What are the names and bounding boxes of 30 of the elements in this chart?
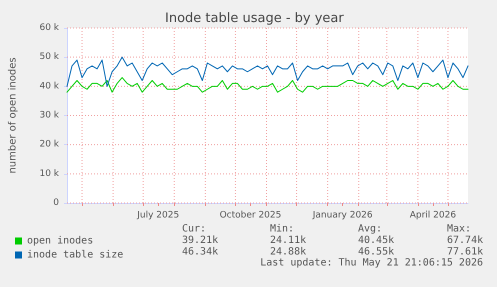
x-tick-label: April 2026 [410,210,456,220]
text: 39.21k [182,235,218,246]
y-tick-label: 0 [53,198,60,208]
text: 24.11k [270,235,306,246]
text: 67.74k [447,235,484,246]
text: Min: [270,224,294,234]
text: Last update: Thu May 21 21:06:15 2026 [260,258,484,268]
y-tick-label: 30 k [39,110,60,120]
legend-label: open inodes [27,236,94,246]
legend-label: inode table size [27,250,124,260]
x-tick-label: January 2026 [312,210,373,220]
text: 24.88k [270,246,306,258]
y-tick-label: 40 k [39,81,60,92]
text: Avg: [358,224,382,234]
y-axis-title: number of open inodes [8,57,18,174]
text: Max: [447,224,472,234]
y-tick-label: 60 k [39,23,60,33]
line-series [66,77,468,93]
text: 46.55k [358,246,394,258]
text: Cur: [182,224,206,234]
chart-title: Inode table usage - by year [165,11,344,26]
text: 46.34k [182,246,218,258]
line-series [66,56,468,87]
x-tick-label: July 2025 [136,210,180,220]
text: 40.45k [358,235,394,246]
y-tick-label: 50 k [39,52,60,62]
y-tick-label: 10 k [39,168,60,179]
x-tick-label: October 2025 [220,210,282,220]
text: 77.61k [447,246,484,258]
y-tick-label: 20 k [39,140,60,150]
